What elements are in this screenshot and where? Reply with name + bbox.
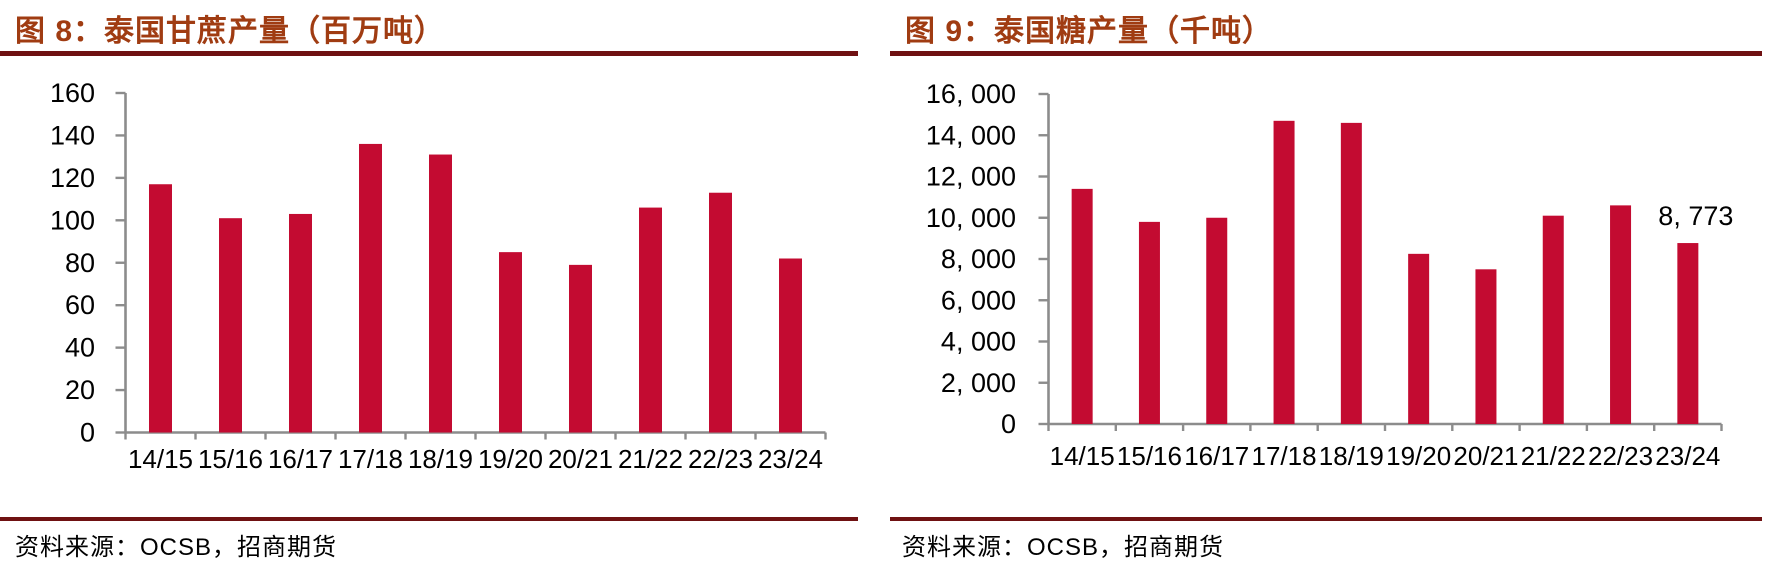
y-axis-tick-label: 2, 000 (941, 368, 1016, 398)
bar (499, 252, 522, 433)
figure-9-source-note: 资料来源：OCSB，招商期货 (902, 534, 1225, 561)
x-axis-category-label: 17/18 (338, 444, 403, 474)
figure-9-title: 图 9：泰国糖产量（千吨） (905, 15, 1274, 48)
bar (1340, 122, 1362, 424)
bar (1677, 243, 1699, 424)
y-axis-tick-label: 20 (65, 375, 95, 405)
figure-8-title: 图 8：泰国甘蔗产量（百万吨） (15, 15, 446, 48)
x-axis-category-label: 18/19 (408, 444, 473, 474)
bar (1206, 217, 1228, 424)
x-axis-category-label: 17/18 (1252, 441, 1317, 471)
bar (1273, 120, 1295, 424)
x-axis-category-label: 20/21 (1453, 441, 1518, 471)
x-axis-category-label: 20/21 (548, 444, 613, 474)
bar (1610, 205, 1632, 424)
y-axis-tick-label: 40 (65, 333, 95, 363)
sugar-bar-chart: 0 2, 000 4, 000 6, 000 8, 000 10, 000 12, 000 1… (926, 79, 1733, 471)
figure-9-title-rule (890, 51, 1762, 56)
figure-8-source-note: 资料来源：OCSB，招商期货 (15, 534, 338, 561)
bar (1138, 221, 1160, 424)
x-axis-category-label: 21/22 (618, 444, 683, 474)
bar (709, 192, 732, 433)
x-axis-category-label: 23/24 (758, 444, 823, 474)
figure-9-bottom-rule (890, 517, 1762, 521)
bar (1542, 215, 1564, 424)
x-axis-category-label: 14/15 (1050, 441, 1115, 471)
bar (1071, 188, 1093, 424)
y-axis-tick-label: 100 (50, 205, 95, 235)
figure-9-panel: 图 9：泰国糖产量（千吨） 0 2, 000 4, 000 6, 000 8, 000 1… (890, 0, 1775, 570)
x-axis-category-label: 18/19 (1319, 441, 1384, 471)
x-axis-category-label: 22/23 (1588, 441, 1653, 471)
bar (149, 184, 172, 433)
x-axis-category-label: 14/15 (128, 444, 193, 474)
y-axis-tick-label: 120 (50, 163, 95, 193)
y-axis-tick-label: 160 (50, 78, 95, 108)
y-axis-tick-label: 80 (65, 248, 95, 278)
figure-8-panel: 图 8：泰国甘蔗产量（百万吨） 0 20 40 60 80 100 120 140 160 14/… (0, 0, 858, 570)
y-axis-tick-label: 140 (50, 120, 95, 150)
y-axis-tick-label: 60 (65, 290, 95, 320)
y-axis-tick-label: 14, 000 (926, 120, 1016, 150)
bar (359, 143, 382, 433)
y-axis-tick-label: 10, 000 (926, 203, 1016, 233)
x-axis-category-label: 19/20 (1386, 441, 1451, 471)
x-axis-category-label: 19/20 (478, 444, 543, 474)
bar (1408, 253, 1430, 424)
bar (219, 218, 242, 433)
x-axis-category-label: 15/16 (198, 444, 263, 474)
x-axis-category-label: 23/24 (1655, 441, 1720, 471)
bar-value-label: 8, 773 (1658, 201, 1733, 231)
bar (289, 213, 312, 433)
y-axis-tick-label: 4, 000 (941, 327, 1016, 357)
bar (639, 207, 662, 433)
bar (569, 264, 592, 433)
y-axis-tick-label: 6, 000 (941, 285, 1016, 315)
y-axis-tick-label: 8, 000 (941, 244, 1016, 274)
bar (779, 258, 802, 433)
sugarcane-bar-chart: 0 20 40 60 80 100 120 140 160 14/15 15/16 16/17 17/1… (50, 78, 827, 474)
bar (429, 154, 452, 433)
y-axis-tick-label: 12, 000 (926, 162, 1016, 192)
y-axis-tick-label: 0 (1001, 409, 1016, 439)
x-axis-category-label: 16/17 (1184, 441, 1249, 471)
figure-8-bottom-rule (0, 517, 858, 521)
y-axis-tick-label: 0 (80, 418, 95, 448)
figure-8-title-rule (0, 51, 858, 56)
x-axis-category-label: 22/23 (688, 444, 753, 474)
x-axis-category-label: 16/17 (268, 444, 333, 474)
y-axis-tick-label: 16, 000 (926, 79, 1016, 109)
x-axis-category-label: 21/22 (1521, 441, 1586, 471)
x-axis-category-label: 15/16 (1117, 441, 1182, 471)
bar (1475, 269, 1497, 424)
